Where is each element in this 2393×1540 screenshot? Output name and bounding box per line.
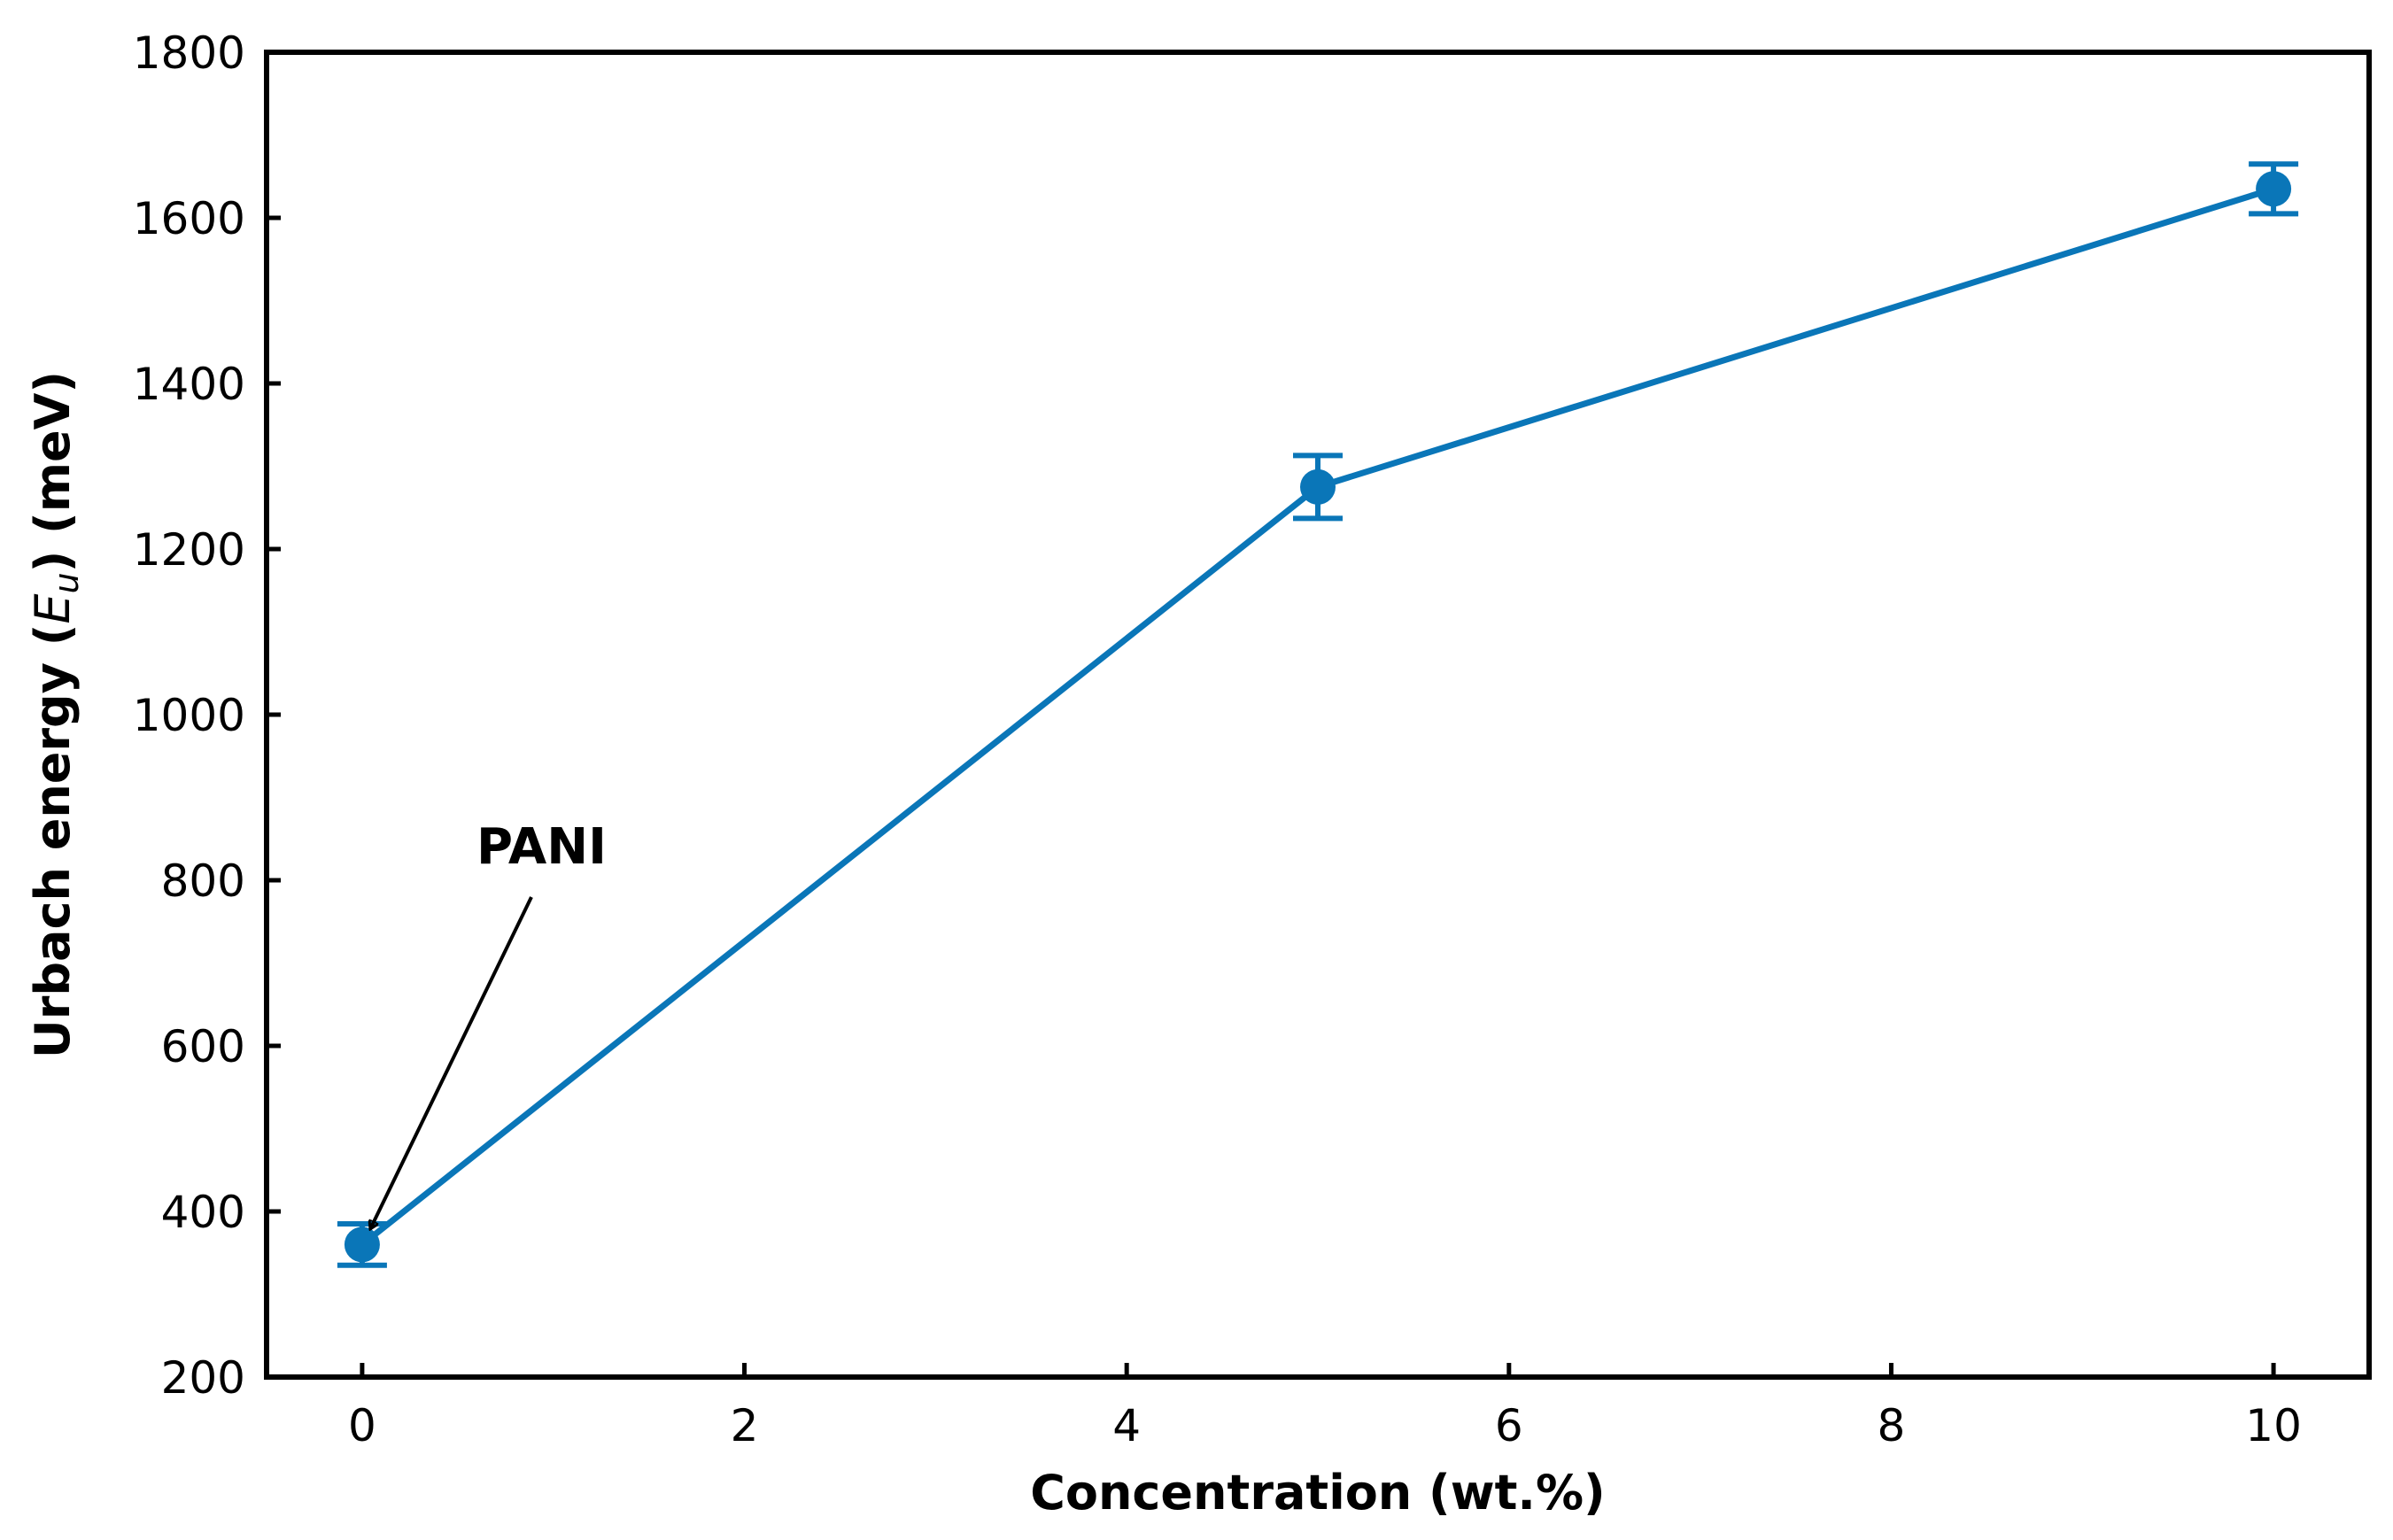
series-layer (337, 161, 2299, 1268)
plot-area (267, 52, 2369, 1377)
annotations: PANI (370, 818, 607, 1229)
x-tick-label: 0 (348, 1400, 376, 1451)
x-tick-label: 8 (1878, 1400, 1906, 1451)
y-tick-label: 1000 (133, 690, 245, 741)
x-axis-title: Concentration (wt.%) (1030, 1465, 1605, 1521)
data-point (1300, 468, 1336, 505)
x-tick-label: 10 (2245, 1400, 2302, 1451)
x-tick-label: 4 (1112, 1400, 1141, 1451)
plot-frame (264, 50, 2372, 1380)
y-axis-title: Urbach energy (Eu) (meV) (25, 371, 86, 1058)
y-tick-label: 200 (161, 1352, 245, 1404)
y-tick-label: 1800 (133, 27, 245, 79)
y-tick-label: 800 (161, 855, 245, 907)
y-axis-ticks: 200 400 600 800 1000 1200 1400 1600 1800 (133, 27, 281, 1404)
data-point (2256, 171, 2292, 207)
y-tick-label: 1600 (133, 193, 245, 244)
x-tick-label: 2 (731, 1400, 759, 1451)
y-tick-label: 1400 (133, 359, 245, 410)
y-tick-label: 400 (161, 1187, 245, 1238)
data-point (344, 1227, 380, 1263)
y-tick-label: 1200 (133, 524, 245, 576)
annotation-pani: PANI (476, 818, 607, 876)
y-tick-label: 600 (161, 1021, 245, 1072)
x-tick-label: 6 (1495, 1400, 1523, 1451)
annotation-arrow (370, 896, 533, 1229)
x-axis-ticks: 0 2 4 6 8 10 (348, 1363, 2302, 1451)
